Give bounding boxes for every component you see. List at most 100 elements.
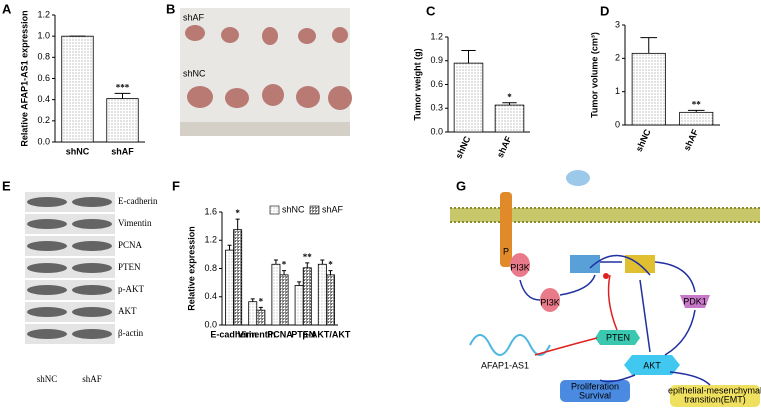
panel-label: E bbox=[2, 178, 11, 193]
panel-label: C bbox=[426, 3, 436, 18]
panel-label: A bbox=[2, 1, 12, 16]
y-axis-label: Tumor weight (g) bbox=[412, 48, 422, 120]
bar bbox=[294, 285, 304, 326]
x-tick-label: shNC bbox=[66, 146, 90, 156]
band bbox=[72, 219, 112, 229]
node-label: AFAP1-AS1 bbox=[481, 360, 529, 370]
blot-lane bbox=[25, 214, 115, 234]
node-label: AKT bbox=[643, 360, 661, 370]
error-bar bbox=[297, 281, 302, 286]
bar bbox=[679, 111, 714, 126]
y-tick-label: 0.9 bbox=[430, 55, 443, 65]
y-tick-label: 0 bbox=[615, 119, 620, 129]
y-tick-label: 0.4 bbox=[37, 94, 50, 104]
band bbox=[27, 307, 67, 317]
significance: * bbox=[259, 296, 264, 306]
band bbox=[27, 285, 67, 295]
x-tick-label: shAF bbox=[495, 134, 514, 159]
significance: *** bbox=[116, 82, 130, 92]
band bbox=[72, 307, 112, 317]
x-tick-label: PCNA bbox=[267, 329, 293, 339]
y-tick-label: 0.3 bbox=[430, 103, 443, 113]
blot-lane bbox=[25, 236, 115, 256]
bar bbox=[225, 249, 234, 326]
band bbox=[27, 263, 67, 273]
photo-label: shNC bbox=[183, 68, 206, 78]
x-tick-label: shAF bbox=[111, 146, 134, 156]
blot-lane bbox=[25, 302, 115, 322]
band bbox=[72, 263, 112, 273]
blot-lane bbox=[25, 192, 115, 212]
y-tick-label: 0.8 bbox=[37, 52, 50, 62]
node-label: PI3K bbox=[540, 297, 560, 307]
panel-label: B bbox=[166, 1, 175, 16]
bar bbox=[256, 309, 266, 326]
blot-label: p-AKT bbox=[118, 284, 144, 294]
error-bar bbox=[502, 102, 517, 106]
error-bar bbox=[320, 259, 325, 265]
x-tick-label: E-cadherin bbox=[210, 329, 257, 339]
tumors bbox=[185, 25, 352, 110]
significance: * bbox=[507, 92, 512, 102]
band bbox=[27, 241, 67, 251]
bar bbox=[302, 267, 312, 326]
y-tick-label: 1 bbox=[615, 86, 620, 96]
bar bbox=[453, 62, 484, 133]
significance: * bbox=[235, 208, 240, 218]
blot-lane bbox=[25, 324, 115, 344]
panel-label: D bbox=[600, 3, 609, 18]
pten bbox=[595, 330, 640, 345]
significance: * bbox=[282, 260, 287, 270]
inhibition bbox=[534, 274, 618, 356]
x-tick-label: shNC bbox=[634, 127, 653, 153]
significance: ** bbox=[303, 252, 313, 262]
node-label: PI3K bbox=[510, 262, 530, 272]
bar bbox=[106, 98, 139, 143]
legend-label: shAF bbox=[322, 204, 344, 214]
node-label: Survival bbox=[579, 390, 611, 400]
significance: ** bbox=[692, 99, 702, 109]
outcome-box bbox=[560, 380, 630, 402]
arrows bbox=[519, 254, 711, 386]
y-tick-label: 1.0 bbox=[37, 31, 50, 41]
y-tick-label: 1.6 bbox=[204, 206, 217, 216]
error-bar bbox=[687, 109, 705, 113]
band bbox=[72, 197, 112, 207]
bar bbox=[317, 263, 327, 326]
error-bar bbox=[305, 262, 310, 268]
bar bbox=[325, 274, 335, 326]
legend-swatch bbox=[309, 205, 320, 215]
x-tick-label: Vimentin bbox=[238, 329, 276, 339]
bar bbox=[271, 263, 281, 326]
blot-lane bbox=[25, 258, 115, 278]
error-bar bbox=[258, 306, 263, 311]
error-bar bbox=[235, 218, 240, 230]
blot-label: AKT bbox=[118, 306, 137, 316]
y-tick-label: 3 bbox=[615, 19, 620, 29]
error-bar bbox=[640, 37, 658, 54]
error-bar bbox=[250, 298, 255, 302]
legend-label: shNC bbox=[282, 204, 305, 214]
blot-label: PTEN bbox=[118, 262, 141, 272]
rna bbox=[469, 334, 551, 356]
band bbox=[72, 329, 112, 339]
bar bbox=[61, 35, 94, 143]
pip2 bbox=[570, 255, 600, 273]
x-tick-label: p-AKT/AKT bbox=[302, 329, 350, 339]
node-label: P bbox=[503, 246, 509, 256]
band bbox=[72, 285, 112, 295]
node-label: transition(EMT) bbox=[684, 394, 746, 404]
blot-lane bbox=[25, 280, 115, 300]
photo-label: shAF bbox=[183, 12, 205, 22]
y-tick-label: 0.0 bbox=[430, 126, 443, 136]
y-tick-label: 0.6 bbox=[430, 79, 443, 89]
panel-label: F bbox=[172, 178, 180, 193]
receptor bbox=[500, 192, 512, 267]
y-tick-label: 2 bbox=[615, 53, 620, 63]
y-axis-label: Relative AFAP1-AS1 expression bbox=[19, 10, 29, 146]
lane-label: shNC bbox=[37, 374, 58, 384]
x-tick-label: PTEN bbox=[291, 329, 315, 339]
lane-label: shAF bbox=[82, 374, 102, 384]
bar bbox=[631, 52, 666, 126]
